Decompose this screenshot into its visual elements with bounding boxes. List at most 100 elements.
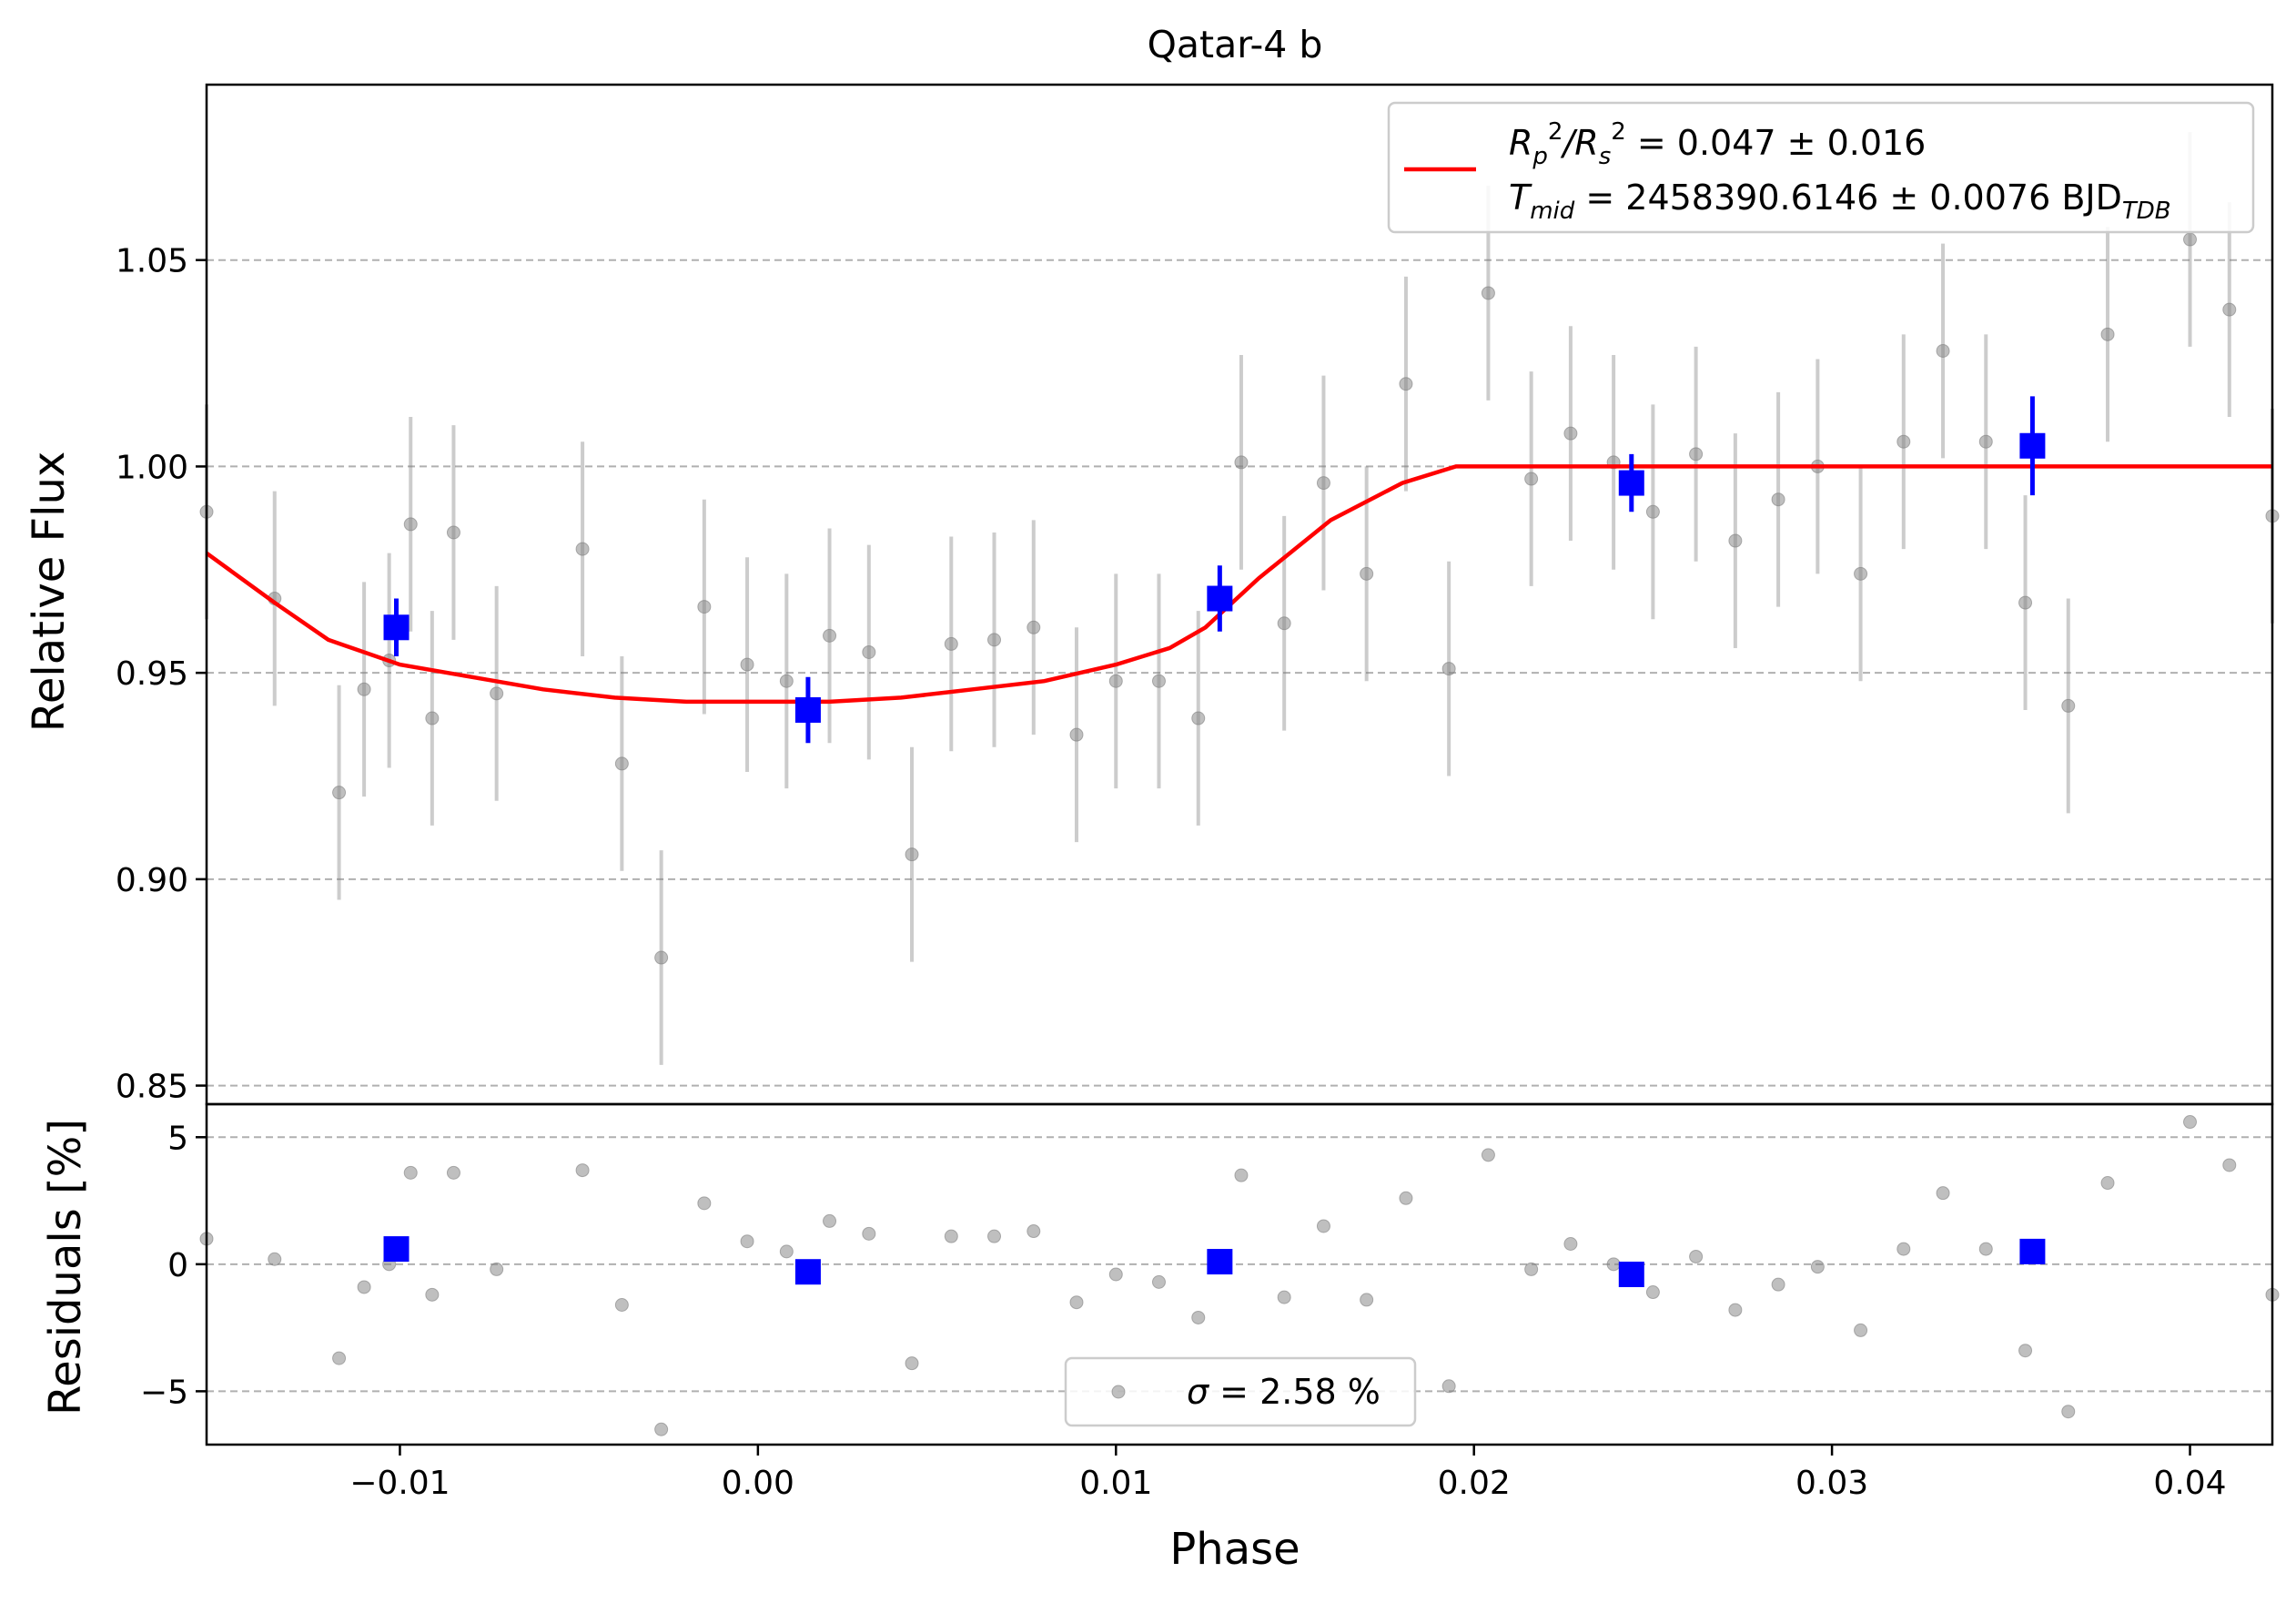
binned-residual-point (1207, 1249, 1233, 1275)
data-point (1316, 476, 1330, 491)
data-point (1854, 566, 1868, 581)
residual-point (1027, 1224, 1041, 1239)
residual-point (425, 1287, 440, 1302)
data-point (2100, 327, 2115, 341)
data-point (2061, 698, 2076, 713)
data-point (1441, 662, 1456, 676)
residual-point (1978, 1242, 1993, 1256)
data-point (332, 786, 347, 800)
residual-point (987, 1229, 1002, 1243)
main-binned-points (383, 396, 2046, 744)
legend-tmid-label: Tmid = 2458390.6146 ± 0.0076 BJDTDB (1509, 178, 2171, 225)
legend-depth-label: Rp2/Rs2 = 0.047 ± 0.016 (1509, 118, 1926, 170)
data-point (1771, 492, 1785, 507)
residual-point (1896, 1242, 1911, 1256)
residual-point (1854, 1323, 1868, 1337)
x-tick-label: −0.01 (349, 1465, 450, 1502)
data-point (1563, 426, 1578, 441)
residual-point (1606, 1257, 1621, 1272)
residual-point (446, 1165, 460, 1180)
data-point (1481, 286, 1495, 300)
residual-legend-box (1064, 1356, 1417, 1427)
residual-point (905, 1356, 919, 1371)
main-y-axis-label: Relative Flux (24, 451, 75, 733)
residual-point (944, 1229, 958, 1243)
data-point (2222, 302, 2237, 317)
residual-point (862, 1226, 876, 1241)
data-point (905, 847, 919, 862)
binned-residual-point (794, 1259, 821, 1285)
residual-point (823, 1213, 837, 1228)
residual-y-tick-label: 5 (167, 1120, 188, 1157)
transit-model-line (205, 464, 2272, 705)
data-point (654, 950, 669, 965)
data-point (2018, 595, 2033, 610)
data-point (2183, 232, 2198, 247)
data-point (779, 674, 794, 688)
binned-point (1207, 585, 1233, 612)
data-point (1728, 533, 1743, 548)
main-legend-box (1387, 101, 2255, 234)
residual-y-tick-label: 0 (167, 1247, 188, 1284)
residual-point (2183, 1115, 2198, 1130)
data-point (490, 686, 504, 701)
data-point (403, 517, 418, 532)
binned-point (2019, 432, 2046, 459)
residual-panel: −5 0 5 −0.01 0.00 0.01 0.02 0.03 0.04 (140, 1102, 2280, 1502)
binned-residual-point (383, 1236, 410, 1263)
residual-point (1810, 1260, 1825, 1274)
data-point (1399, 377, 1413, 391)
residual-data-points (199, 1115, 2280, 1436)
data-point (1151, 674, 1166, 688)
x-tick-label: 0.03 (1795, 1465, 1868, 1502)
data-point (1689, 447, 1704, 462)
residual-point (1645, 1285, 1660, 1300)
residual-point (779, 1244, 794, 1259)
residual-point (1234, 1168, 1249, 1182)
residual-point (357, 1280, 371, 1294)
data-point (1978, 434, 1993, 449)
residual-point (1277, 1290, 1291, 1304)
data-point (1069, 727, 1084, 742)
binned-point (1618, 470, 1644, 496)
residual-point (697, 1196, 712, 1211)
residual-point (1360, 1293, 1374, 1307)
data-point (987, 633, 1002, 647)
residual-point (490, 1262, 504, 1276)
main-legend: Rp2/Rs2 = 0.047 ± 0.016 Tmid = 2458390.6… (1387, 101, 2255, 234)
main-y-ticks: 0.85 0.90 0.95 1.00 1.05 (116, 243, 207, 1106)
x-tick-label: 0.01 (1079, 1465, 1152, 1502)
x-tick-label: 0.04 (2153, 1465, 2226, 1502)
main-panel: 0.85 0.90 0.95 1.00 1.05 (116, 83, 2280, 1106)
residual-point (1441, 1379, 1456, 1394)
data-point (1191, 711, 1206, 725)
data-point (357, 682, 371, 696)
residual-point (1524, 1262, 1539, 1276)
residual-point (268, 1252, 282, 1266)
residual-point (1563, 1237, 1578, 1252)
legend-sigma-label: σ = 2.58 % (1187, 1372, 1381, 1412)
binned-point (794, 696, 821, 723)
residual-axes-frame (205, 1102, 2274, 1446)
x-tick-label: 0.02 (1438, 1465, 1511, 1502)
data-point (1027, 620, 1041, 634)
data-point (1360, 566, 1374, 581)
residual-point (332, 1351, 347, 1365)
main-y-tick-label: 0.95 (116, 655, 188, 693)
binned-residual-point (1618, 1262, 1644, 1287)
residual-point (1936, 1186, 1950, 1201)
data-point (823, 628, 837, 643)
residual-point (2222, 1158, 2237, 1172)
residual-y-axis-label: Residuals [%] (40, 1119, 91, 1415)
data-point (944, 636, 958, 651)
data-point (740, 657, 754, 672)
main-y-tick-label: 0.85 (116, 1069, 188, 1106)
residual-point (2061, 1405, 2076, 1419)
data-point (446, 525, 460, 540)
main-data-points (199, 232, 2280, 965)
chart-title: Qatar-4 b (1148, 23, 1323, 66)
data-point (1108, 674, 1123, 688)
legend-residual-marker (1111, 1385, 1126, 1399)
data-point (1277, 616, 1291, 631)
residual-point (2100, 1176, 2115, 1191)
